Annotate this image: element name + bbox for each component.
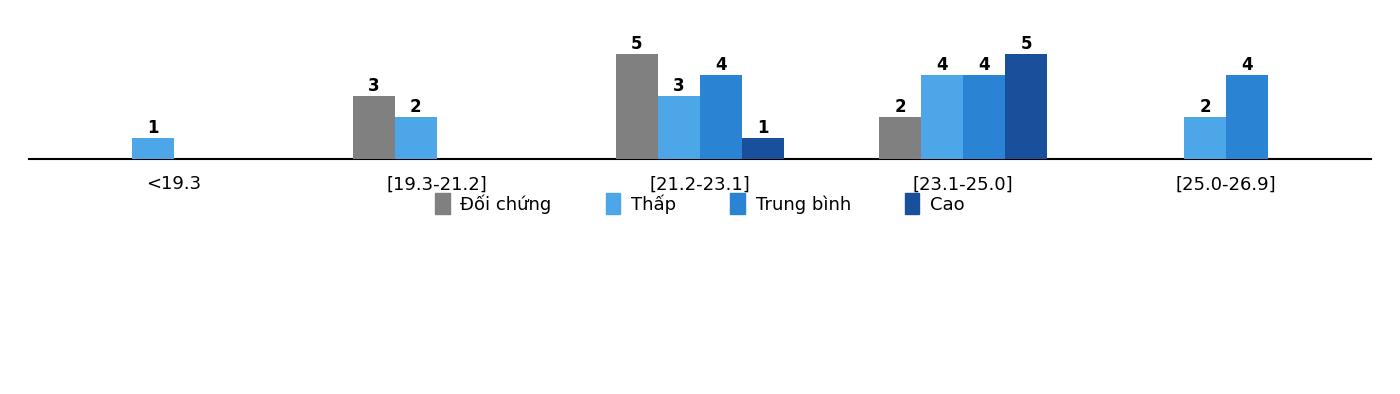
Text: 3: 3 [673, 77, 685, 95]
Text: 2: 2 [895, 98, 906, 116]
Text: 1: 1 [147, 119, 158, 137]
Bar [1226, 75, 1268, 159]
Text: 4: 4 [937, 56, 948, 74]
Bar [1005, 54, 1047, 159]
Bar [742, 138, 784, 159]
Text: 2: 2 [410, 98, 421, 116]
Text: 4: 4 [979, 56, 990, 74]
Bar [132, 138, 174, 159]
Text: 5: 5 [631, 35, 643, 53]
Bar [353, 97, 395, 159]
Text: 2: 2 [1200, 98, 1211, 116]
Bar [879, 117, 921, 159]
Text: 3: 3 [368, 77, 379, 95]
Bar [700, 75, 742, 159]
Bar [1184, 117, 1226, 159]
Text: 5: 5 [1021, 35, 1032, 53]
Bar [921, 75, 963, 159]
Bar [395, 117, 437, 159]
Bar [658, 97, 700, 159]
Text: 1: 1 [757, 119, 769, 137]
Bar [963, 75, 1005, 159]
Bar [616, 54, 658, 159]
Text: 4: 4 [1242, 56, 1253, 74]
Text: 4: 4 [715, 56, 727, 74]
Legend: Đối chứng, Thấp, Trung bình, Cao: Đối chứng, Thấp, Trung bình, Cao [428, 186, 972, 221]
